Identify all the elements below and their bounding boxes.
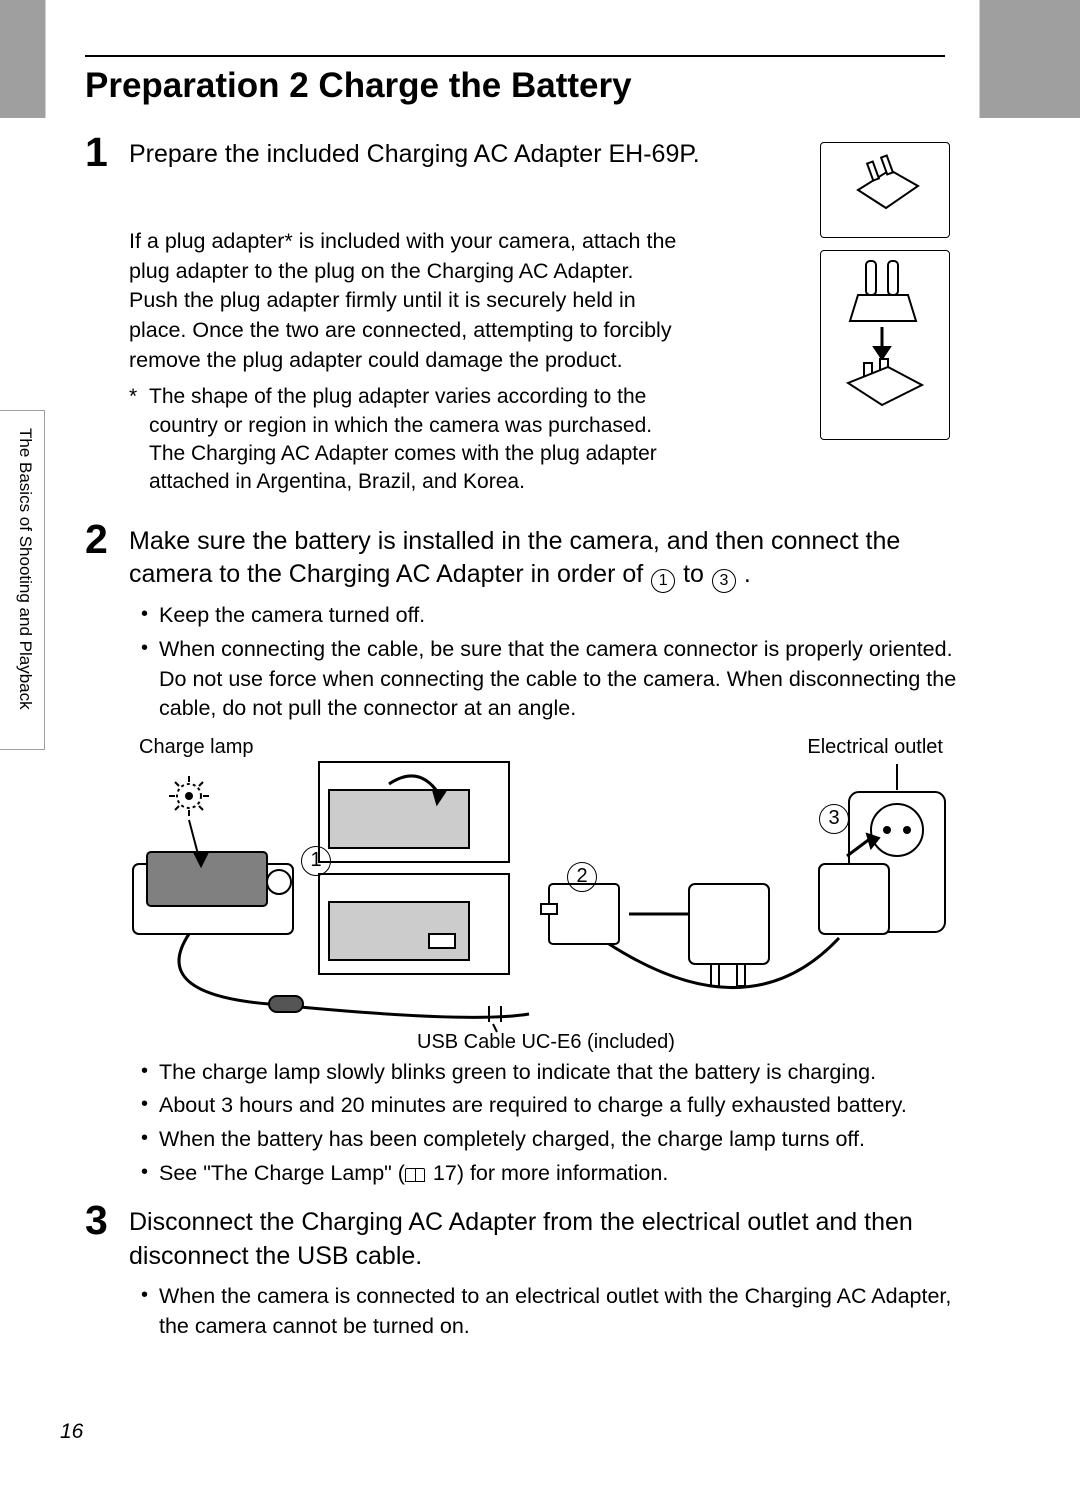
- list-item: Keep the camera turned off.: [141, 601, 963, 631]
- sequence-marker-1: 1: [651, 569, 675, 593]
- text: to: [683, 560, 711, 588]
- list-item: When connecting the cable, be sure that …: [141, 635, 963, 724]
- label-usb-cable: USB Cable UC-E6 (included): [417, 1031, 675, 1054]
- step-2-bullets-a: Keep the camera turned off. When connect…: [141, 601, 963, 724]
- sequence-marker-3: 3: [712, 569, 736, 593]
- manual-page: Preparation 2 Charge the Battery The Bas…: [0, 0, 1080, 1486]
- step-2-bullets-b: The charge lamp slowly blinks green to i…: [141, 1058, 963, 1189]
- content-column: 1 Prepare the included Charging AC Adapt…: [85, 138, 963, 1345]
- text: .: [744, 560, 751, 588]
- text: ) for more information.: [457, 1161, 668, 1185]
- list-item: When the battery has been completely cha…: [141, 1125, 963, 1155]
- step-2: 2 Make sure the battery is installed in …: [85, 525, 963, 594]
- list-item: See "The Charge Lamp" ( 17) for more inf…: [141, 1159, 963, 1189]
- footnote-marker: *: [129, 383, 149, 496]
- step-1-body: If a plug adapter* is included with your…: [129, 227, 677, 375]
- page-title: Preparation 2 Charge the Battery: [85, 66, 632, 106]
- step-3: 3 Disconnect the Charging AC Adapter fro…: [85, 1206, 963, 1274]
- step-1: 1 Prepare the included Charging AC Adapt…: [85, 138, 963, 173]
- list-item: About 3 hours and 20 minutes are require…: [141, 1091, 963, 1121]
- footnote-line-2: The Charging AC Adapter comes with the p…: [149, 442, 657, 493]
- connection-diagram-svg: [129, 734, 949, 1034]
- side-section-label: The Basics of Shooting and Playback: [15, 428, 35, 710]
- step-number: 2: [85, 519, 129, 560]
- footnote-line-1: The shape of the plug adapter varies acc…: [149, 385, 652, 436]
- title-rule: [85, 55, 945, 57]
- step-heading: Disconnect the Charging AC Adapter from …: [129, 1206, 963, 1274]
- step-3-bullets: When the camera is connected to an elect…: [141, 1282, 963, 1341]
- text: See "The Charge Lamp" (: [159, 1161, 405, 1185]
- list-item: When the camera is connected to an elect…: [141, 1282, 963, 1341]
- step-1-footnote: * The shape of the plug adapter varies a…: [129, 383, 689, 496]
- step-heading: Make sure the battery is installed in th…: [129, 525, 963, 594]
- page-ref-number: 17: [433, 1161, 457, 1185]
- sequence-badge-3: 3: [819, 804, 849, 834]
- text: Make sure the battery is installed in th…: [129, 527, 900, 589]
- footnote-text: The shape of the plug adapter varies acc…: [149, 383, 689, 496]
- sequence-badge-1: 1: [301, 846, 331, 876]
- page-ref-icon: [405, 1168, 425, 1182]
- step-heading: Prepare the included Charging AC Adapter…: [129, 138, 700, 172]
- page-number: 16: [60, 1420, 83, 1444]
- sequence-badge-2: 2: [567, 862, 597, 892]
- connection-diagram: Charge lamp Electrical outlet USB Cable …: [129, 734, 949, 1054]
- list-item: The charge lamp slowly blinks green to i…: [141, 1058, 963, 1088]
- step-number: 3: [85, 1200, 129, 1241]
- step-number: 1: [85, 132, 129, 173]
